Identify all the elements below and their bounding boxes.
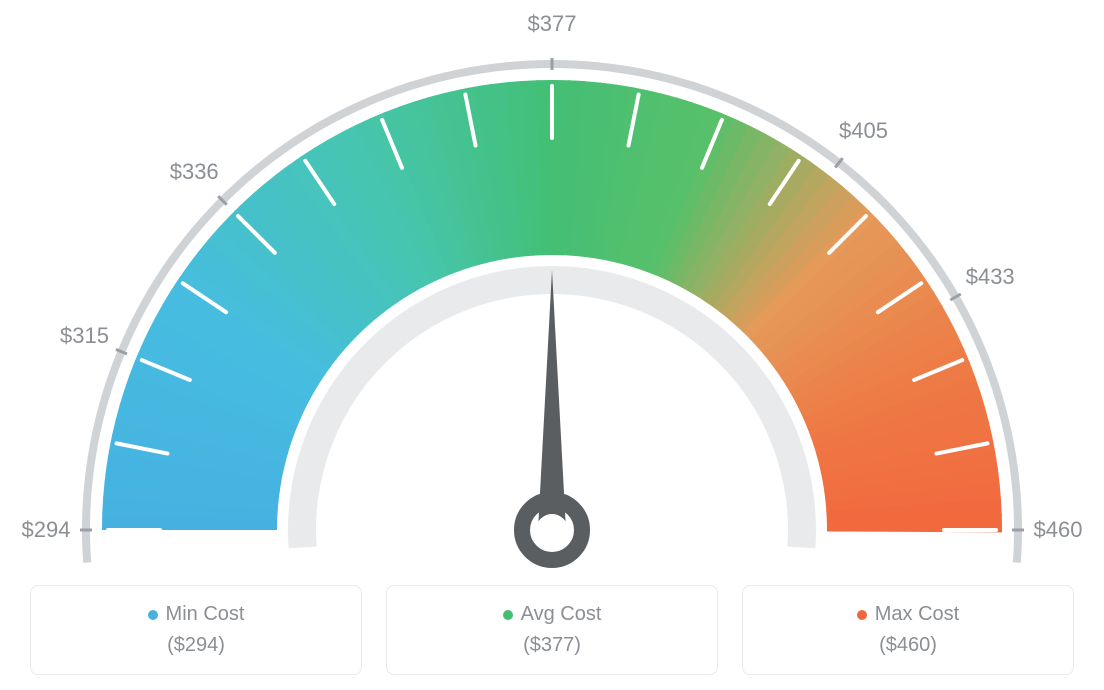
legend-value: ($460) <box>879 634 937 657</box>
legend-top-row: Avg Cost <box>503 603 602 626</box>
gauge-chart-container: { "gauge": { "type": "gauge", "min_value… <box>0 0 1104 690</box>
gauge-tick-label: $460 <box>1034 517 1083 543</box>
gauge-tick-label: $294 <box>22 517 71 543</box>
legend-card: Max Cost ($460) <box>742 585 1074 675</box>
gauge-tick-label: $336 <box>170 159 219 185</box>
gauge-area: $294 $315 $336 $377 $405 $433 $460 <box>0 0 1104 570</box>
needle <box>538 270 566 530</box>
legend-top-row: Min Cost <box>148 603 245 626</box>
legend-dot-icon <box>503 610 513 620</box>
gauge-tick-label: $433 <box>966 264 1015 290</box>
gauge-tick-label: $405 <box>839 118 888 144</box>
legend-label: Avg Cost <box>521 603 602 626</box>
legend-row: Min Cost ($294) Avg Cost ($377) Max Cost ($46… <box>30 585 1074 675</box>
gauge-tick-label: $315 <box>60 323 109 349</box>
legend-dot-icon <box>148 610 158 620</box>
legend-card: Min Cost ($294) <box>30 585 362 675</box>
legend-value: ($377) <box>523 634 581 657</box>
legend-dot-icon <box>857 610 867 620</box>
legend-card: Avg Cost ($377) <box>386 585 718 675</box>
legend-top-row: Max Cost <box>857 603 959 626</box>
gauge-tick-label: $377 <box>528 11 577 37</box>
needle-hub-inner <box>536 514 568 546</box>
legend-label: Min Cost <box>166 603 245 626</box>
legend-label: Max Cost <box>875 603 959 626</box>
gauge-svg <box>0 0 1104 570</box>
legend-value: ($294) <box>167 634 225 657</box>
